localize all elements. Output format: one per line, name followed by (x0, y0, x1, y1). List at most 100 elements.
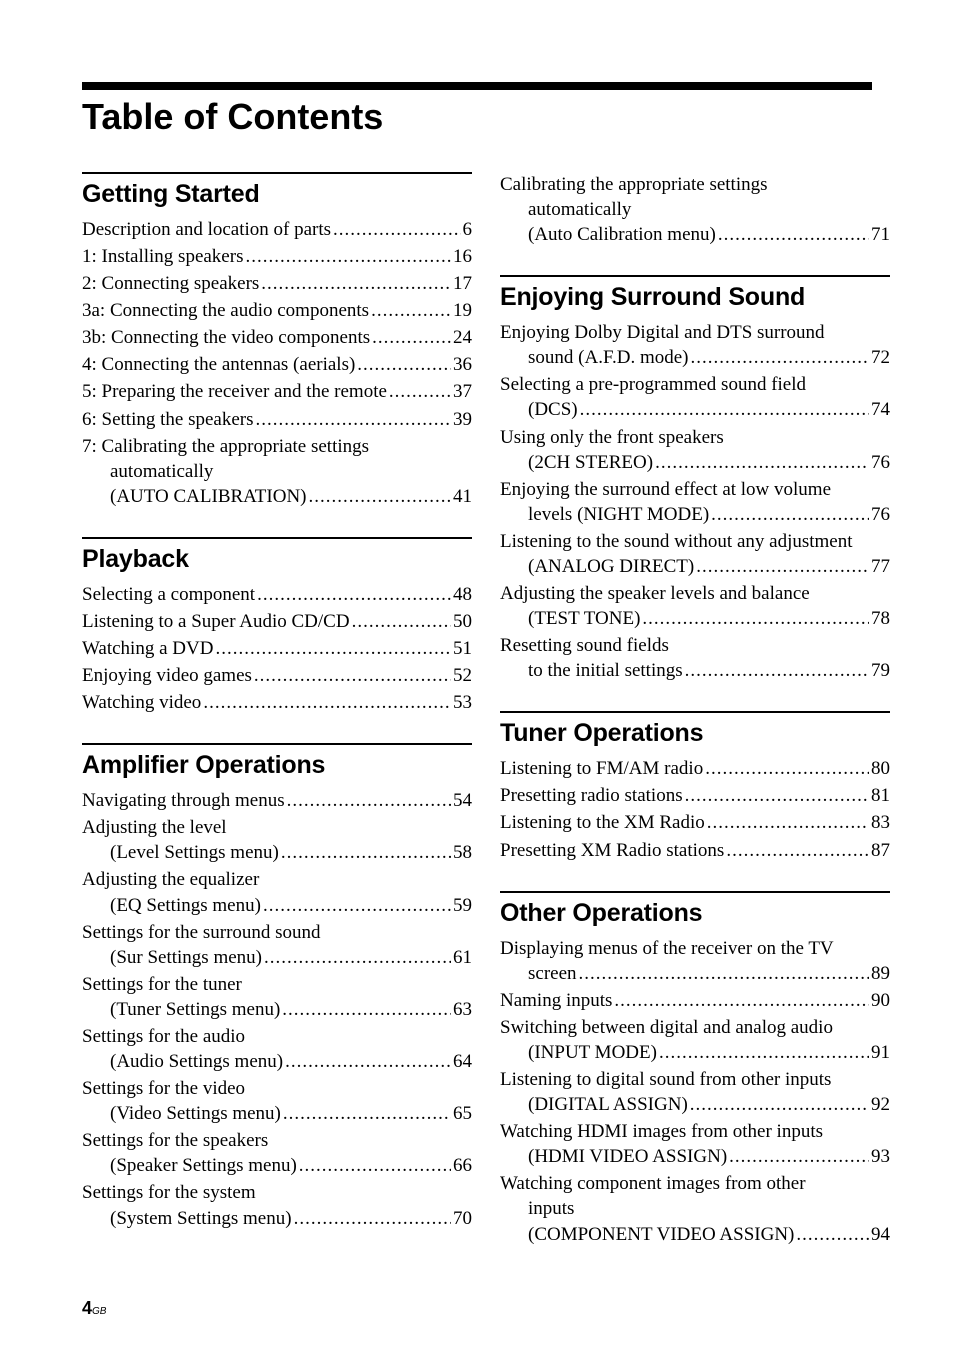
toc-entry-row: levels (NIGHT MODE) 76 (500, 502, 890, 527)
toc-page-number: 66 (453, 1153, 472, 1178)
toc-entry-row: Listening to FM/AM radio 80 (500, 756, 890, 781)
section-heading: Getting Started (82, 180, 472, 209)
leader-dots (685, 658, 869, 683)
toc-page-number: 79 (871, 658, 890, 683)
toc-entry: Selecting a component 48 (82, 582, 472, 607)
toc-entry-text: Calibrating the appropriate settings (500, 172, 890, 197)
toc-entry: Adjusting the level(Level Settings menu)… (82, 815, 472, 865)
toc-entry-text: Settings for the system (82, 1180, 472, 1205)
leader-dots (726, 838, 869, 863)
toc-entry-subtext: (AUTO CALIBRATION) (110, 484, 307, 509)
toc-entry-row: (Video Settings menu) 65 (82, 1101, 472, 1126)
toc-entry: Settings for the audio(Audio Settings me… (82, 1024, 472, 1074)
leader-dots (690, 1092, 869, 1117)
toc-entry: Calibrating the appropriate settingsauto… (500, 172, 890, 247)
toc-entry-subtext: (2CH STEREO) (528, 450, 653, 475)
toc-page-number: 72 (871, 345, 890, 370)
leader-dots (729, 1144, 869, 1169)
section-rule (500, 891, 890, 893)
title-bar (82, 82, 872, 90)
toc-entry-subtext: to the initial settings (528, 658, 683, 683)
toc-page-number: 39 (453, 407, 472, 432)
toc-section: Getting StartedDescription and location … (82, 172, 472, 509)
toc-entry-row: 3b: Connecting the video components 24 (82, 325, 472, 350)
toc-entry-text: Adjusting the level (82, 815, 472, 840)
section-heading: Enjoying Surround Sound (500, 283, 890, 312)
section-rule (82, 537, 472, 539)
toc-entry-text: Listening to FM/AM radio (500, 756, 703, 781)
toc-page-number: 80 (871, 756, 890, 781)
toc-entry-row: Navigating through menus 54 (82, 788, 472, 813)
leader-dots (707, 810, 869, 835)
section-heading: Tuner Operations (500, 719, 890, 748)
toc-entry-row: Presetting radio stations 81 (500, 783, 890, 808)
toc-entry-subtext: (Speaker Settings menu) (110, 1153, 297, 1178)
toc-entry-text: Listening to a Super Audio CD/CD (82, 609, 350, 634)
toc-entry: Settings for the surround sound(Sur Sett… (82, 920, 472, 970)
toc-page-number: 76 (871, 450, 890, 475)
toc-entry: 6: Setting the speakers 39 (82, 407, 472, 432)
leader-dots (285, 1049, 451, 1074)
toc-entry-subtext: levels (NIGHT MODE) (528, 502, 709, 527)
toc-entry-text: Listening to digital sound from other in… (500, 1067, 890, 1092)
toc-entry-row: Presetting XM Radio stations 87 (500, 838, 890, 863)
toc-entry-row: (AUTO CALIBRATION) 41 (82, 484, 472, 509)
page: Table of Contents Getting StartedDescrip… (0, 0, 954, 1249)
toc-entry-row: 4: Connecting the antennas (aerials) 36 (82, 352, 472, 377)
leader-dots (685, 783, 869, 808)
leader-dots (642, 606, 869, 631)
toc-entry-text: Using only the front speakers (500, 425, 890, 450)
toc-entry: Watching a DVD 51 (82, 636, 472, 661)
leader-dots (352, 609, 451, 634)
toc-entry-text: 2: Connecting speakers (82, 271, 259, 296)
leader-dots (389, 379, 451, 404)
leader-dots (264, 945, 451, 970)
leader-dots (283, 1101, 451, 1126)
toc-entry-row: Enjoying video games 52 (82, 663, 472, 688)
toc-entry: Watching video 53 (82, 690, 472, 715)
leader-dots (371, 298, 451, 323)
toc-entry-text: 6: Setting the speakers (82, 407, 254, 432)
toc-entry-row: (COMPONENT VIDEO ASSIGN) 94 (500, 1222, 890, 1247)
toc-page-number: 89 (871, 961, 890, 986)
toc-entry-row: Listening to the XM Radio 83 (500, 810, 890, 835)
toc-page-number: 48 (453, 582, 472, 607)
leader-dots (655, 450, 869, 475)
toc-page-number: 58 (453, 840, 472, 865)
leader-dots (245, 244, 451, 269)
toc-entry-row: (Sur Settings menu) 61 (82, 945, 472, 970)
section-heading: Amplifier Operations (82, 751, 472, 780)
toc-page-number: 92 (871, 1092, 890, 1117)
toc-page-number: 81 (871, 783, 890, 808)
leader-dots (333, 217, 460, 242)
toc-entry-subtext: (COMPONENT VIDEO ASSIGN) (528, 1222, 794, 1247)
toc-entry-text: Watching component images from other (500, 1171, 890, 1196)
toc-entry-subtext: (INPUT MODE) (528, 1040, 657, 1065)
toc-entry: Presetting radio stations 81 (500, 783, 890, 808)
toc-entry: Adjusting the equalizer(EQ Settings menu… (82, 867, 472, 917)
toc-page-number: 65 (453, 1101, 472, 1126)
toc-page-number: 77 (871, 554, 890, 579)
leader-dots (203, 690, 451, 715)
toc-entry: Settings for the tuner(Tuner Settings me… (82, 972, 472, 1022)
toc-entry-row: 3a: Connecting the audio components 19 (82, 298, 472, 323)
toc-entry-subtext: automatically (82, 459, 472, 484)
toc-entry-text: Watching HDMI images from other inputs (500, 1119, 890, 1144)
toc-entry: Switching between digital and analog aud… (500, 1015, 890, 1065)
toc-entry: Listening to FM/AM radio 80 (500, 756, 890, 781)
leader-dots (294, 1206, 451, 1231)
toc-entry-text: Adjusting the equalizer (82, 867, 472, 892)
toc-entry-row: screen 89 (500, 961, 890, 986)
toc-entry-subtext: (System Settings menu) (110, 1206, 292, 1231)
toc-page-number: 63 (453, 997, 472, 1022)
toc-entry-row: (DIGITAL ASSIGN) 92 (500, 1092, 890, 1117)
toc-entry-text: Listening to the XM Radio (500, 810, 705, 835)
toc-entry-text: Presetting XM Radio stations (500, 838, 724, 863)
toc-entry-row: (DCS) 74 (500, 397, 890, 422)
toc-entry-subtext: (HDMI VIDEO ASSIGN) (528, 1144, 727, 1169)
toc-column: Calibrating the appropriate settingsauto… (500, 172, 890, 1249)
toc-entry-text: 7: Calibrating the appropriate settings (82, 434, 472, 459)
section-rule (500, 711, 890, 713)
toc-section: Amplifier Operations Navigating through m… (82, 743, 472, 1230)
section-rule (500, 275, 890, 277)
